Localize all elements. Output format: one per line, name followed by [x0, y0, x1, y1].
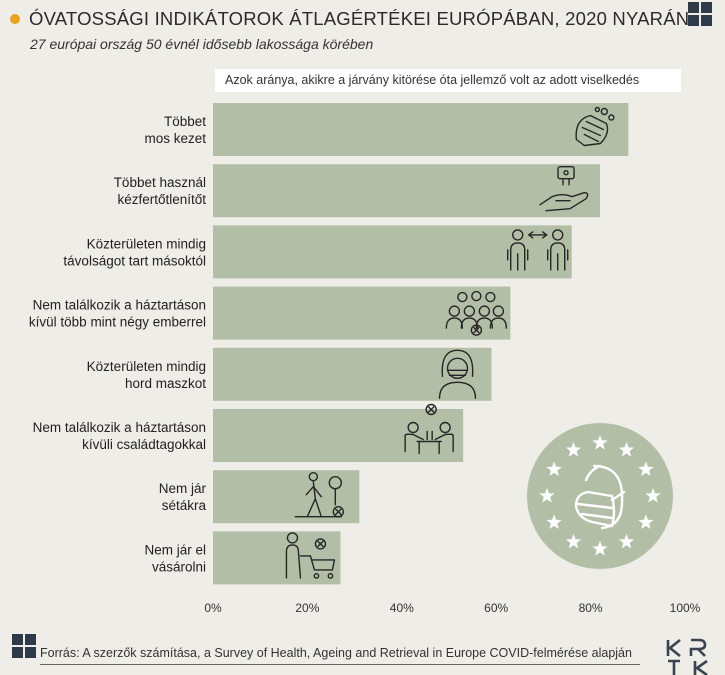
source-grid-icon [12, 634, 36, 658]
source-underline [40, 664, 640, 665]
walking-person-icon [294, 472, 345, 518]
bar [213, 409, 464, 462]
hand-washing-icon [575, 106, 615, 147]
hand-sanitizer-icon [539, 165, 589, 212]
shopping-cart-icon [285, 532, 336, 579]
category-label: Többet használ kézfertőtlenítőt [114, 175, 207, 207]
bar [213, 470, 360, 524]
category-label: Többet mos kezet [144, 114, 206, 146]
face-mask-person-icon [438, 349, 477, 399]
x-tick-label: 0% [204, 601, 222, 615]
category-label: Közterületen mindig hord maszkot [87, 359, 207, 391]
krtk-logo [666, 638, 708, 675]
group-of-people-icon [445, 290, 508, 336]
x-tick-label: 80% [579, 601, 603, 615]
social-distance-icon [507, 229, 569, 271]
family-meeting-icon [404, 403, 454, 455]
bar [213, 225, 572, 279]
title-row: ÓVATOSSÁGI INDIKÁTOROK ÁTLAGÉRTÉKEI EURÓ… [10, 8, 689, 30]
grid-logo-icon [688, 2, 712, 26]
bar [213, 286, 511, 340]
source-note: Forrás: A szerzők számítása, a Survey of… [40, 646, 632, 660]
category-label: Nem találkozik a háztartáson kívüli csalá… [33, 420, 206, 452]
x-tick-label: 100% [670, 601, 701, 615]
category-label: Közterületen mindig távolságot tart mások… [63, 236, 206, 268]
category-label: Nem jár sétákra [159, 481, 207, 513]
chart-title: ÓVATOSSÁGI INDIKÁTOROK ÁTLAGÉRTÉKEI EURÓ… [29, 8, 690, 29]
eu-mask-emblem-icon [527, 423, 673, 569]
category-label: Nem találkozik a háztartáson kívül több m… [29, 298, 206, 330]
title-bullet-dot [10, 14, 20, 24]
x-tick-label: 20% [295, 601, 319, 615]
x-tick-label: 60% [484, 601, 508, 615]
chart-subtitle: 27 európai ország 50 évnél idősebb lakos… [30, 36, 374, 52]
bar-chart: 0% 20% 40% 60% 80% 100% Többet mos kezet Többet … [29, 103, 701, 615]
category-label: Nem jár el vásárolni [144, 542, 206, 574]
series-label-box: Azok aránya, akikre a járvány kitörése ó… [215, 69, 681, 92]
x-tick-label: 40% [390, 601, 414, 615]
bar [213, 164, 601, 218]
bar [213, 103, 629, 156]
